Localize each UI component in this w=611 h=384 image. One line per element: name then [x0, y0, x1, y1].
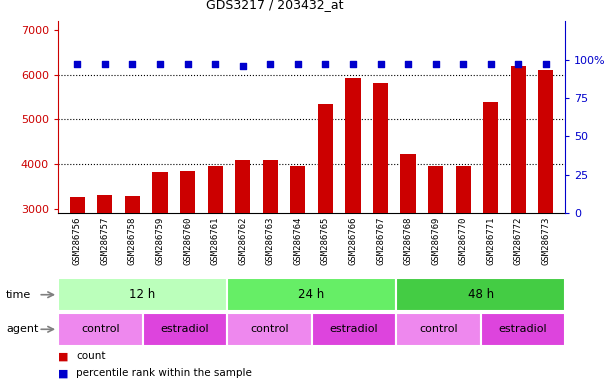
Bar	[511, 66, 526, 343]
Bar	[456, 166, 471, 343]
Text: GSM286768: GSM286768	[404, 216, 412, 265]
Point	[128, 61, 137, 67]
Point	[458, 61, 468, 67]
Bar	[70, 197, 85, 343]
Text: GDS3217 / 203432_at: GDS3217 / 203432_at	[206, 0, 344, 12]
Text: estradiol: estradiol	[499, 324, 547, 334]
Bar	[58, 278, 227, 311]
Text: count: count	[76, 351, 106, 361]
Bar	[312, 313, 396, 346]
Text: GSM286761: GSM286761	[211, 216, 219, 265]
Text: GSM286763: GSM286763	[266, 216, 275, 265]
Point	[73, 61, 82, 67]
Point	[376, 61, 386, 67]
Point	[293, 61, 302, 67]
Bar	[400, 154, 415, 343]
Point	[265, 61, 275, 67]
Point	[486, 61, 496, 67]
Text: GSM286757: GSM286757	[100, 216, 109, 265]
Text: ■: ■	[58, 351, 68, 361]
Text: GSM286770: GSM286770	[459, 216, 467, 265]
Bar	[538, 70, 554, 343]
Text: GSM286756: GSM286756	[73, 216, 82, 265]
Text: ■: ■	[58, 368, 68, 378]
Text: GSM286760: GSM286760	[183, 216, 192, 265]
Bar	[481, 313, 565, 346]
Bar	[373, 83, 388, 343]
Bar	[290, 166, 306, 343]
Point	[183, 61, 192, 67]
Text: 24 h: 24 h	[299, 288, 324, 301]
Text: GSM286766: GSM286766	[348, 216, 357, 265]
Text: GSM286769: GSM286769	[431, 216, 440, 265]
Point	[403, 61, 413, 67]
Point	[348, 61, 358, 67]
Text: GSM286772: GSM286772	[514, 216, 523, 265]
Bar	[208, 166, 223, 343]
Point	[238, 63, 247, 69]
Bar	[125, 196, 140, 343]
Point	[541, 61, 551, 67]
Text: GSM286762: GSM286762	[238, 216, 247, 265]
Point	[431, 61, 441, 67]
Text: time: time	[6, 290, 31, 300]
Point	[210, 61, 220, 67]
Text: control: control	[250, 324, 288, 334]
Bar	[152, 172, 167, 343]
Bar	[235, 159, 251, 343]
Bar	[428, 166, 443, 343]
Bar	[227, 313, 312, 346]
Bar	[142, 313, 227, 346]
Bar	[483, 103, 499, 343]
Text: percentile rank within the sample: percentile rank within the sample	[76, 368, 252, 378]
Bar	[227, 278, 396, 311]
Point	[321, 61, 331, 67]
Bar	[180, 171, 195, 343]
Text: GSM286773: GSM286773	[541, 216, 551, 265]
Text: agent: agent	[6, 324, 38, 334]
Text: control: control	[81, 324, 120, 334]
Bar	[396, 313, 481, 346]
Point	[100, 61, 110, 67]
Bar	[318, 104, 333, 343]
Text: 48 h: 48 h	[467, 288, 494, 301]
Text: GSM286764: GSM286764	[293, 216, 302, 265]
Point	[155, 61, 165, 67]
Text: estradiol: estradiol	[161, 324, 209, 334]
Text: GSM286759: GSM286759	[156, 216, 164, 265]
Text: control: control	[419, 324, 458, 334]
Bar	[97, 195, 112, 343]
Bar	[58, 313, 142, 346]
Text: GSM286765: GSM286765	[321, 216, 330, 265]
Bar	[396, 278, 565, 311]
Text: GSM286758: GSM286758	[128, 216, 137, 265]
Bar	[263, 161, 278, 343]
Text: 12 h: 12 h	[130, 288, 156, 301]
Text: GSM286771: GSM286771	[486, 216, 496, 265]
Text: GSM286767: GSM286767	[376, 216, 385, 265]
Point	[513, 61, 523, 67]
Text: estradiol: estradiol	[329, 324, 378, 334]
Bar	[345, 78, 360, 343]
